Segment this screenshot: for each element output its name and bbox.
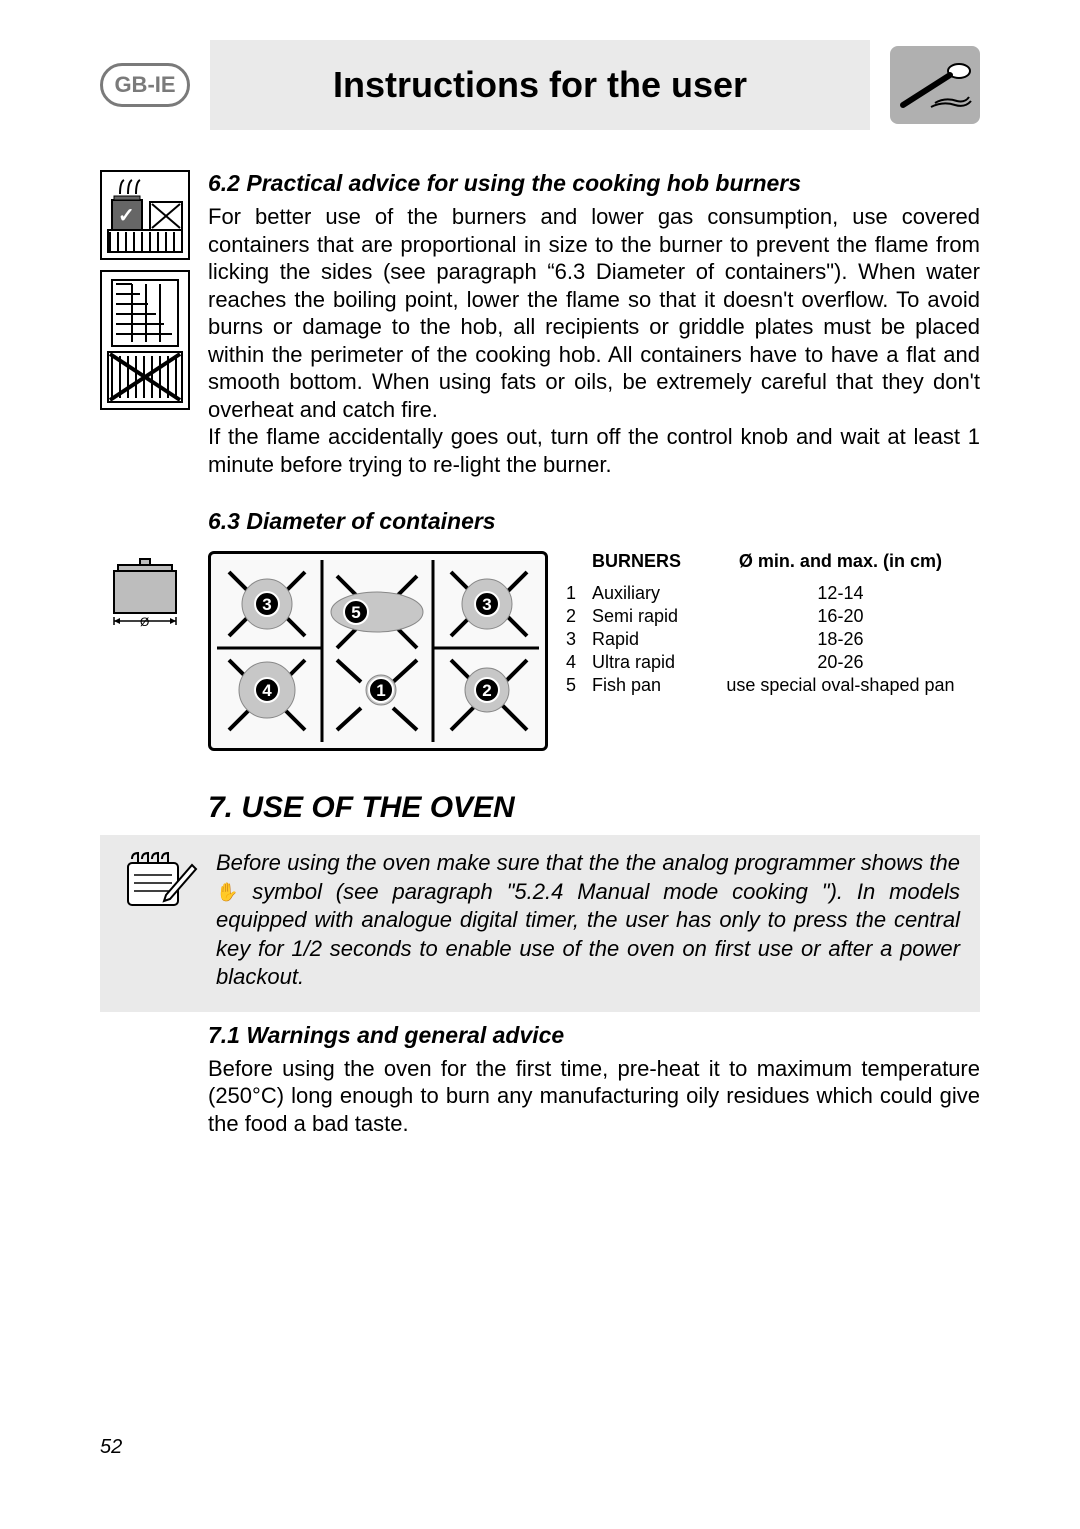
burner-name: Ultra rapid [592, 651, 701, 674]
svg-text:1: 1 [376, 681, 385, 700]
table-row: 2Semi rapid16-20 [566, 605, 980, 628]
para-6-2-b: If the flame accidentally goes out, turn… [208, 423, 980, 478]
burner-range: 18-26 [701, 628, 980, 651]
section-7-note-text: Before using the oven make sure that the… [216, 849, 960, 992]
hand-symbol-icon: ✋ [216, 881, 238, 904]
burner-num: 3 [566, 628, 592, 651]
burner-range: use special oval-shaped pan [701, 674, 980, 697]
heading-6-3: 6.3 Diameter of containers [208, 508, 980, 535]
burner-num: 4 [566, 651, 592, 674]
section-6-3-content: Ø 353412 BURNERS Ø min. and max. (in cm)… [100, 551, 980, 751]
section-7-note: Before using the oven make sure that the… [100, 835, 980, 1012]
svg-text:2: 2 [482, 681, 491, 700]
covered-pot-icon: ✓ [100, 170, 190, 260]
burner-range: 12-14 [701, 582, 980, 605]
svg-text:4: 4 [262, 681, 272, 700]
table-row: 1Auxiliary12-14 [566, 582, 980, 605]
page-number: 52 [100, 1436, 122, 1459]
svg-text:5: 5 [351, 603, 360, 622]
page-title-banner: Instructions for the user [210, 40, 870, 130]
section-6-3-heading-row: 6.3 Diameter of containers [100, 508, 980, 541]
burner-table-head-2: Ø min. and max. (in cm) [701, 551, 980, 582]
region-badge: GB-IE [100, 63, 190, 107]
para-7-1: Before using the oven for the first time… [208, 1055, 980, 1138]
burner-table: BURNERS Ø min. and max. (in cm) 1Auxilia… [566, 551, 980, 697]
burner-range: 20-26 [701, 651, 980, 674]
notepad-icon [120, 849, 198, 913]
heading-6-2: 6.2 Practical advice for using the cooki… [208, 170, 980, 197]
burner-range: 16-20 [701, 605, 980, 628]
burner-table-head-1: BURNERS [592, 551, 701, 582]
svg-text:3: 3 [482, 595, 491, 614]
section-6-2-icons: ✓ [100, 170, 190, 478]
hob-diagram: 3 5 3 4 1 2 [208, 551, 548, 751]
pot-diameter-icon: Ø [100, 551, 190, 636]
heading-7-1: 7.1 Warnings and general advice [208, 1022, 980, 1049]
note-text-after: symbol (see paragraph "5.2.4 Manual mode… [216, 879, 960, 990]
burner-num: 2 [566, 605, 592, 628]
section-7-1: 7.1 Warnings and general advice Before u… [100, 1022, 980, 1138]
section-7-heading-row: 7. USE OF THE OVEN [100, 791, 980, 831]
table-row: 5Fish panuse special oval-shaped pan [566, 674, 980, 697]
burner-name: Auxiliary [592, 582, 701, 605]
note-text-before: Before using the oven make sure that the… [216, 850, 960, 875]
burner-name: Fish pan [592, 674, 701, 697]
svg-text:3: 3 [262, 595, 271, 614]
header-row: GB-IE Instructions for the user [100, 40, 980, 130]
svg-text:Ø: Ø [140, 615, 149, 629]
burner-name: Semi rapid [592, 605, 701, 628]
grill-no-icon [100, 270, 190, 410]
table-row: 3Rapid18-26 [566, 628, 980, 651]
section-6-2: ✓ [100, 170, 980, 478]
svg-text:✓: ✓ [118, 205, 135, 227]
para-6-2-a: For better use of the burners and lower … [208, 203, 980, 423]
spoon-icon [890, 46, 980, 124]
heading-7: 7. USE OF THE OVEN [208, 791, 980, 825]
burner-num: 1 [566, 582, 592, 605]
table-row: 4Ultra rapid20-26 [566, 651, 980, 674]
burner-name: Rapid [592, 628, 701, 651]
burner-num: 5 [566, 674, 592, 697]
